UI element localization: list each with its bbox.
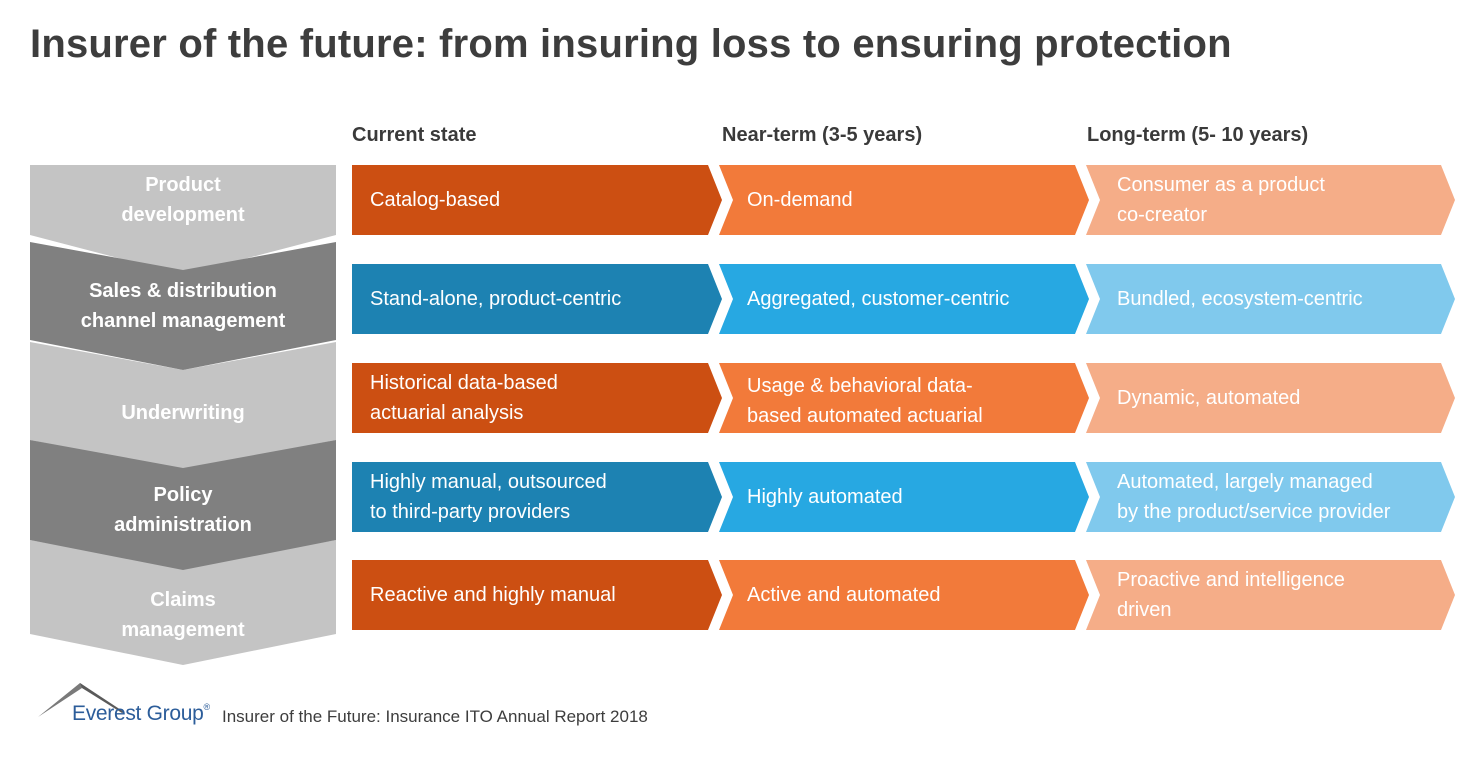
page-title: Insurer of the future: from insuring los…	[30, 22, 1232, 66]
column-header-near-term: Near-term (3-5 years)	[722, 124, 923, 146]
cell-text-line: Highly manual, outsourced	[370, 471, 607, 493]
cell-text-line: On-demand	[747, 189, 853, 211]
source-citation: Insurer of the Future: Insurance ITO Ann…	[222, 707, 648, 726]
cell-product-development-long-term: Consumer as a product co-creator	[1086, 165, 1455, 235]
registered-mark: ®	[203, 702, 211, 712]
stage-chevron-policy-administration: Policy administration	[30, 440, 336, 570]
stage-label-line: channel management	[80, 310, 286, 332]
cell-claims-management-current: Reactive and highly manual	[352, 560, 722, 630]
cell-underwriting-long-term: Dynamic, automated	[1086, 363, 1455, 433]
cell-text-line: Dynamic, automated	[1117, 387, 1301, 409]
cell-underwriting-near-term: Usage & behavioral data- based automated…	[719, 363, 1089, 433]
cell-sales-distribution-long-term: Bundled, ecosystem-centric	[1086, 264, 1455, 334]
cell-product-development-near-term: On-demand	[719, 165, 1089, 235]
cell-text-line: actuarial analysis	[370, 402, 524, 424]
stage-label-line: administration	[114, 514, 252, 536]
stage-label-line: Policy	[153, 484, 213, 506]
cell-text-line: Active and automated	[747, 584, 941, 606]
column-header-current-state: Current state	[352, 124, 477, 146]
everest-group-logo-icon	[38, 683, 124, 717]
cell-text-line: co-creator	[1117, 204, 1208, 226]
cell-text-line: Highly automated	[747, 486, 903, 508]
cell-text-line: Aggregated, customer-centric	[747, 288, 1010, 310]
cell-claims-management-long-term: Proactive and intelligence driven	[1086, 560, 1455, 630]
stage-label-line: Product	[145, 174, 221, 196]
stage-label-line: development	[121, 204, 245, 226]
brand-name-text: Everest Group	[72, 702, 204, 725]
stage-chevron-sales-distribution: Sales & distribution channel management	[30, 242, 336, 370]
cell-text-line: Bundled, ecosystem-centric	[1117, 288, 1363, 310]
cell-text-line: Automated, largely managed	[1117, 471, 1373, 493]
cell-product-development-current: Catalog-based	[352, 165, 722, 235]
cell-text-line: Stand-alone, product-centric	[370, 288, 622, 310]
cell-text-line: Consumer as a product	[1117, 174, 1325, 196]
cell-text-line: by the product/service provider	[1117, 501, 1391, 523]
stage-label-line: Claims	[150, 588, 216, 611]
cell-claims-management-near-term: Active and automated	[719, 560, 1089, 630]
cell-text-line: Usage & behavioral data-	[747, 375, 973, 397]
cell-sales-distribution-near-term: Aggregated, customer-centric	[719, 264, 1089, 334]
stage-label-line: management	[121, 618, 245, 641]
cell-policy-administration-near-term: Highly automated	[719, 462, 1089, 532]
cell-text-line: Reactive and highly manual	[370, 584, 616, 606]
cell-text-line: to third-party providers	[370, 501, 571, 523]
stage-label-line: Sales & distribution	[89, 280, 277, 302]
cell-text-line: driven	[1117, 599, 1172, 621]
cell-text-line: Catalog-based	[370, 189, 501, 211]
stage-label-line: Underwriting	[121, 402, 245, 424]
cell-policy-administration-long-term: Automated, largely managed by the produc…	[1086, 462, 1455, 532]
cell-policy-administration-current: Highly manual, outsourced to third-party…	[352, 462, 722, 532]
cell-sales-distribution-current: Stand-alone, product-centric	[352, 264, 722, 334]
cell-text-line: based automated actuarial	[747, 405, 983, 427]
brand-name: Everest Group®	[72, 702, 210, 726]
column-header-long-term: Long-term (5- 10 years)	[1087, 124, 1309, 146]
cell-text-line: Historical data-based	[370, 372, 558, 394]
cell-underwriting-current: Historical data-based actuarial analysis	[352, 363, 722, 433]
cell-text-line: Proactive and intelligence	[1117, 569, 1345, 591]
